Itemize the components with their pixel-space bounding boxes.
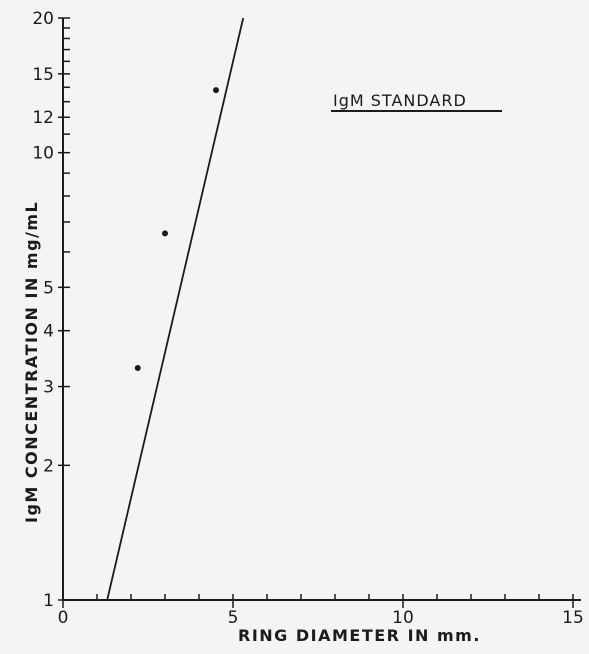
data-point <box>213 87 219 94</box>
y-tick-label: 20 <box>32 9 54 29</box>
fit-line <box>106 17 245 601</box>
chart-title: IgM STANDARD <box>333 91 467 110</box>
y-tick-label: 5 <box>43 278 54 298</box>
y-tick-label: 1 <box>43 591 54 611</box>
x-tick-label: 15 <box>562 608 584 628</box>
data-point <box>162 230 168 237</box>
x-tick-label: 10 <box>392 608 414 628</box>
y-tick-label: 12 <box>32 108 54 128</box>
y-tick-label: 10 <box>32 144 54 164</box>
axes <box>62 18 581 601</box>
x-axis-ticks: 0 5 10 15 <box>58 594 584 628</box>
data-point <box>134 365 141 372</box>
y-tick-label: 4 <box>43 322 54 342</box>
x-tick-label: 5 <box>228 608 239 628</box>
y-tick-label: 2 <box>43 456 54 476</box>
y-axis-title: IgM CONCENTRATION IN mg/mL <box>22 201 41 523</box>
y-tick-label: 15 <box>32 65 54 85</box>
x-axis-title: RING DIAMETER IN mm. <box>238 626 481 645</box>
x-tick-label: 0 <box>58 608 69 628</box>
data-marks <box>106 17 245 601</box>
y-tick-label: 3 <box>43 378 54 398</box>
